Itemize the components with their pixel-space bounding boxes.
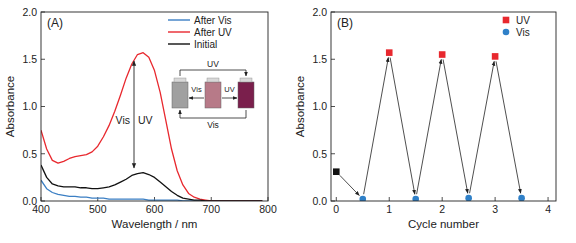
- legend-swatch: [503, 17, 510, 24]
- legend-label: After UV: [194, 27, 232, 38]
- vial: [172, 82, 188, 108]
- point: [465, 195, 472, 201]
- point: [439, 51, 446, 58]
- inset-arrow: [180, 110, 246, 118]
- plot-data: [333, 49, 525, 201]
- panel: 4005006007008000.00.51.01.52.0Wavelength…: [4, 6, 277, 230]
- cycle-arrow: [470, 61, 495, 193]
- point: [412, 196, 419, 201]
- inset-label: UV: [224, 85, 234, 94]
- inset-label: UV: [207, 59, 219, 69]
- x-tick-label: 700: [202, 203, 220, 215]
- y-tick-label: 2.0: [312, 6, 327, 18]
- legend-label: After Vis: [194, 15, 232, 26]
- point: [359, 196, 366, 201]
- x-tick: [548, 197, 549, 201]
- inset-arrow: [180, 70, 246, 76]
- vial-cap: [207, 78, 219, 82]
- y-tick-label: 0.5: [312, 148, 327, 160]
- x-tick-label: 2: [439, 203, 445, 215]
- y-axis-title: Absorbance: [4, 76, 16, 137]
- legend-label: Vis: [516, 27, 530, 38]
- line-series: [41, 53, 262, 201]
- y-axis-title: Absorbance: [294, 76, 306, 137]
- y-tick: [331, 153, 335, 154]
- panel: 0 1 2 3 4 0.0 0.5 1.0 1.5 2.0 Cycle number Absorban…: [294, 6, 556, 230]
- annotations: Vis UV UV Vis UV Vis: [116, 59, 254, 168]
- y-tick-label: 0.0: [22, 195, 37, 207]
- inset-arrow: [222, 98, 237, 99]
- y-tick-label: 0.5: [22, 148, 37, 160]
- plot-frame: [41, 12, 268, 201]
- y-tick-label: 1.5: [22, 53, 37, 65]
- legend-swatch: [168, 19, 190, 20]
- plot-data: [41, 53, 262, 201]
- cycle-arrow: [340, 175, 360, 195]
- legend-label: Initial: [194, 39, 217, 50]
- y-tick-label: 1.0: [312, 100, 327, 112]
- inset-arrow: [189, 98, 204, 99]
- x-tick-label: 4: [545, 203, 551, 215]
- vial: [205, 82, 221, 108]
- y-tick-label: 1.5: [312, 53, 327, 65]
- x-tick-label: 500: [89, 203, 107, 215]
- vial-cap: [240, 78, 252, 82]
- cycle-arrow: [496, 61, 521, 193]
- arrow-label: Vis: [116, 114, 130, 126]
- line-series: [41, 165, 262, 201]
- legend-swatch: [168, 43, 190, 44]
- x-axis-title: Wavelength / nm: [112, 218, 198, 230]
- inset: UV Vis UV Vis: [172, 59, 254, 130]
- point: [492, 53, 499, 60]
- y-tick: [331, 106, 335, 107]
- y-tick-label: 2.0: [22, 6, 37, 18]
- x-tick-label: 800: [259, 203, 277, 215]
- panel-title: (A): [47, 16, 63, 30]
- vial: [238, 82, 254, 108]
- cycle-arrow: [443, 59, 468, 193]
- y-tick: [41, 106, 45, 107]
- x-tick: [495, 197, 496, 201]
- legend-label: UV: [516, 15, 530, 26]
- x-tick: [336, 197, 337, 201]
- x-tick-label: 3: [492, 203, 498, 215]
- y-tick-label: 0.0: [312, 195, 327, 207]
- plot-frame: [331, 12, 556, 201]
- vial-cap: [174, 78, 186, 82]
- inset-label: Vis: [191, 85, 202, 94]
- point: [333, 168, 340, 175]
- figure: 4005006007008000.00.51.01.52.0Wavelength…: [0, 0, 576, 243]
- arrow-label: UV: [138, 114, 153, 126]
- point: [518, 195, 525, 201]
- line-series: [41, 180, 262, 201]
- x-tick: [442, 197, 443, 201]
- legend-swatch: [168, 31, 190, 32]
- point: [386, 49, 393, 56]
- legend: After VisAfter UVInitial: [168, 15, 232, 50]
- cycle-arrow: [417, 59, 442, 194]
- x-tick-label: 1: [386, 203, 392, 215]
- panel-title: (B): [337, 16, 353, 30]
- legend-swatch: [503, 29, 510, 36]
- y-tick: [41, 153, 45, 154]
- x-tick: [389, 197, 390, 201]
- y-tick: [41, 59, 45, 60]
- y-tick: [331, 59, 335, 60]
- page: {"chart_data": [ {"type": "line", "title…: [0, 0, 576, 243]
- cycle-arrow: [364, 58, 389, 195]
- switch-arrow: [134, 61, 135, 168]
- x-axis-title: Cycle number: [408, 218, 479, 230]
- y-tick-label: 1.0: [22, 100, 37, 112]
- x-tick-label: 600: [146, 203, 164, 215]
- inset-label: Vis: [207, 120, 219, 130]
- x-tick-label: 0: [333, 203, 339, 215]
- cycle-arrow: [390, 58, 415, 195]
- legend: UVVis: [503, 15, 531, 38]
